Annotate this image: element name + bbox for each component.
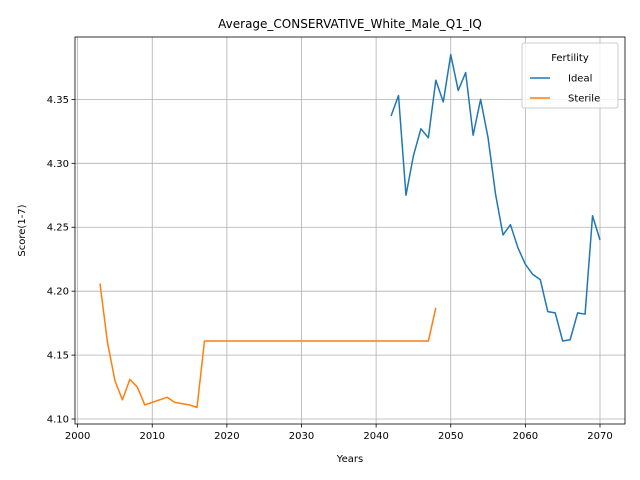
- series-line-ideal: [390, 53, 601, 342]
- y-tick-label: 4.35: [47, 95, 69, 106]
- x-tick-label: 2000: [65, 431, 90, 442]
- x-tick-label: 2030: [289, 431, 314, 442]
- x-tick-label: 2070: [587, 431, 612, 442]
- x-tick-label: 2020: [214, 431, 239, 442]
- legend: Fertility Ideal Sterile: [521, 42, 619, 109]
- chart-title: Average_CONSERVATIVE_White_Male_Q1_IQ: [218, 17, 482, 31]
- y-tick-label: 4.15: [47, 351, 69, 362]
- x-axis-label: Years: [336, 454, 363, 465]
- x-tick-label: 2060: [513, 431, 538, 442]
- y-tick-label: 4.20: [47, 287, 69, 298]
- series-line-sterile: [99, 283, 437, 409]
- y-axis-ticks: 4.10 4.15 4.20 4.25 4.30 4.35: [47, 95, 75, 426]
- x-tick-label: 2010: [140, 431, 165, 442]
- x-tick-label: 2050: [438, 431, 463, 442]
- plot-area-frame: [74, 36, 626, 425]
- series-lines: [99, 53, 601, 409]
- x-tick-label: 2040: [363, 431, 388, 442]
- y-tick-label: 4.10: [47, 415, 69, 426]
- legend-label-sterile: Sterile: [568, 94, 600, 105]
- legend-entries: Ideal Sterile: [530, 74, 600, 105]
- y-tick-label: 4.30: [47, 159, 69, 170]
- y-axis-label: Score(1-7): [17, 204, 28, 256]
- y-tick-label: 4.25: [47, 223, 69, 234]
- legend-title: Fertility: [551, 53, 589, 64]
- legend-box: [521, 42, 619, 109]
- x-axis-ticks: 2000 2010 2020 2030 2040 2050 2060 2070: [65, 424, 613, 442]
- legend-label-ideal: Ideal: [568, 74, 592, 85]
